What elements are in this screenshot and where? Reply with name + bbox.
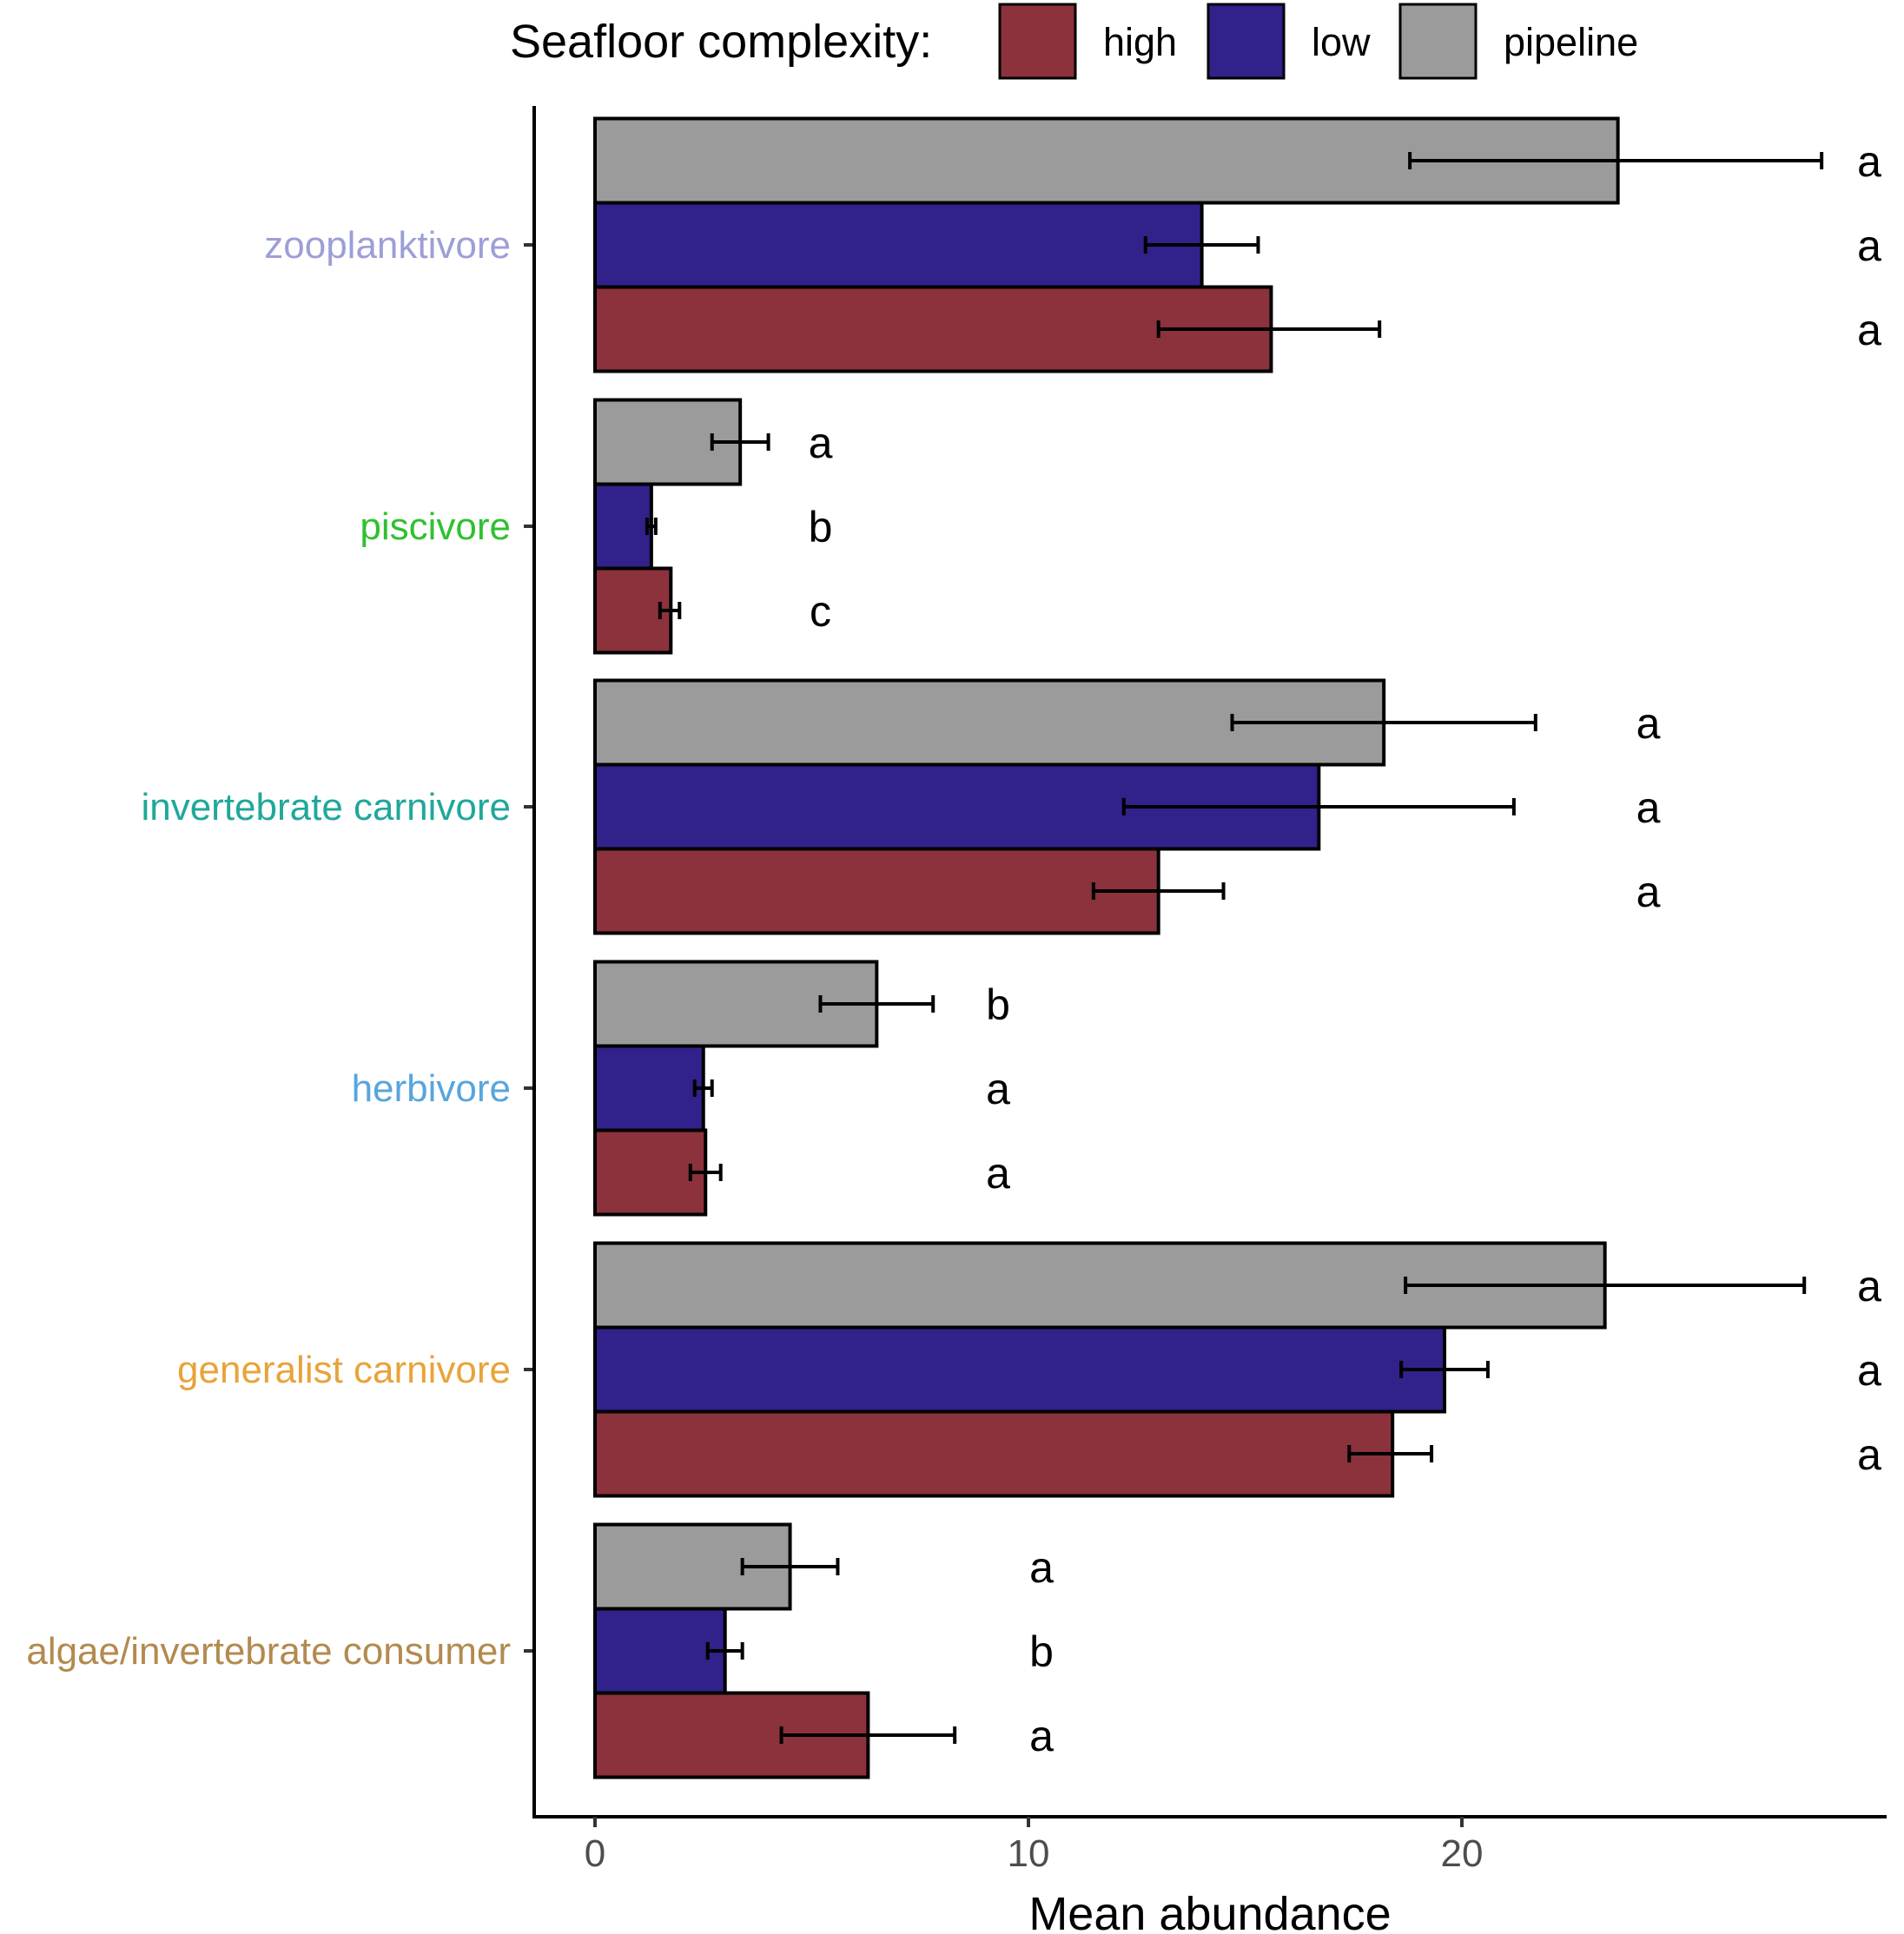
y-tick-label-zooplanktivore: zooplanktivore	[264, 224, 511, 267]
bar-algae-invertebrate-consumer-low	[593, 1607, 727, 1695]
error-bar-invertebrate-carnivore-low	[1121, 798, 1516, 815]
letter-invertebrate-carnivore-low: a	[1636, 783, 1661, 832]
bar-piscivore-low	[593, 482, 653, 571]
error-bar-generalist-carnivore-high	[1347, 1445, 1434, 1462]
letter-piscivore-low: b	[809, 503, 833, 551]
error-bar-zooplanktivore-high	[1156, 320, 1382, 338]
letter-algae-invertebrate-consumer-low: b	[1029, 1627, 1054, 1676]
legend-swatch-pipeline	[1398, 3, 1478, 80]
x-tick-label-10: 10	[1008, 1832, 1050, 1875]
x-axis: 0 10 20	[532, 1815, 1887, 1875]
letter-generalist-carnivore-high: a	[1857, 1430, 1881, 1479]
letter-invertebrate-carnivore-pipeline: a	[1636, 699, 1661, 748]
legend-label-low: low	[1312, 20, 1371, 64]
letter-herbivore-high: a	[986, 1149, 1010, 1198]
y-tick-label-invertebrate-carnivore: invertebrate carnivore	[141, 786, 511, 828]
error-bar-algae-invertebrate-consumer-low	[705, 1642, 744, 1660]
bar-herbivore-low	[593, 1044, 705, 1132]
legend-title: Seafloor complexity:	[510, 16, 932, 68]
legend-label-high: high	[1103, 20, 1177, 64]
letter-piscivore-high: c	[810, 587, 831, 636]
error-bar-zooplanktivore-pipeline	[1408, 152, 1824, 169]
error-bars-layer	[645, 152, 1824, 1744]
y-tick-label-herbivore: herbivore	[352, 1067, 511, 1110]
letter-invertebrate-carnivore-high: a	[1636, 868, 1661, 916]
error-bar-generalist-carnivore-pipeline	[1404, 1277, 1807, 1294]
error-bar-generalist-carnivore-low	[1399, 1361, 1490, 1378]
letter-zooplanktivore-high: a	[1857, 306, 1881, 354]
x-tick-label-0: 0	[585, 1832, 605, 1875]
legend: Seafloor complexity: high low pipeline	[510, 3, 1638, 80]
letter-generalist-carnivore-low: a	[1857, 1346, 1881, 1395]
error-bar-herbivore-low	[692, 1079, 714, 1097]
letter-zooplanktivore-low: a	[1857, 221, 1881, 270]
letter-herbivore-low: a	[986, 1065, 1010, 1113]
legend-swatch-high	[998, 3, 1077, 80]
y-tick-label-generalist-carnivore: generalist carnivore	[177, 1349, 511, 1391]
error-bar-algae-invertebrate-consumer-pipeline	[740, 1558, 840, 1575]
letter-piscivore-pipeline: a	[809, 419, 833, 467]
error-bar-invertebrate-carnivore-pipeline	[1230, 714, 1537, 731]
error-bar-piscivore-pipeline	[710, 433, 770, 451]
error-bar-algae-invertebrate-consumer-high	[779, 1726, 957, 1744]
error-bar-herbivore-high	[688, 1164, 723, 1181]
bar-generalist-carnivore-low	[593, 1325, 1447, 1414]
letter-generalist-carnivore-pipeline: a	[1857, 1262, 1881, 1310]
error-bar-zooplanktivore-low	[1143, 236, 1260, 254]
error-bar-piscivore-high	[658, 602, 682, 619]
bar-invertebrate-carnivore-high	[593, 847, 1160, 935]
y-tick-label-piscivore: piscivore	[360, 505, 511, 548]
bar-zooplanktivore-low	[593, 201, 1204, 289]
letter-algae-invertebrate-consumer-high: a	[1029, 1712, 1054, 1760]
letter-zooplanktivore-pipeline: a	[1857, 137, 1881, 186]
x-axis-title: Mean abundance	[1028, 1888, 1391, 1934]
y-axis: zooplanktivore piscivore invertebrate carn…	[26, 106, 536, 1818]
legend-swatch-low	[1207, 3, 1286, 80]
bars-layer	[593, 116, 1620, 1779]
letter-herbivore-pipeline: b	[986, 980, 1010, 1029]
bar-herbivore-high	[593, 1128, 708, 1217]
error-bar-herbivore-pipeline	[818, 995, 935, 1013]
legend-label-pipeline: pipeline	[1504, 20, 1638, 64]
bar-algae-invertebrate-consumer-pipeline	[593, 1522, 792, 1611]
error-bar-piscivore-low	[645, 518, 658, 535]
x-tick-label-20: 20	[1441, 1832, 1484, 1875]
letter-algae-invertebrate-consumer-pipeline: a	[1029, 1543, 1054, 1592]
error-bar-invertebrate-carnivore-high	[1091, 882, 1226, 900]
y-tick-label-algae-invertebrate-consumer: algae/invertebrate consumer	[26, 1630, 511, 1673]
bar-generalist-carnivore-high	[593, 1409, 1395, 1498]
